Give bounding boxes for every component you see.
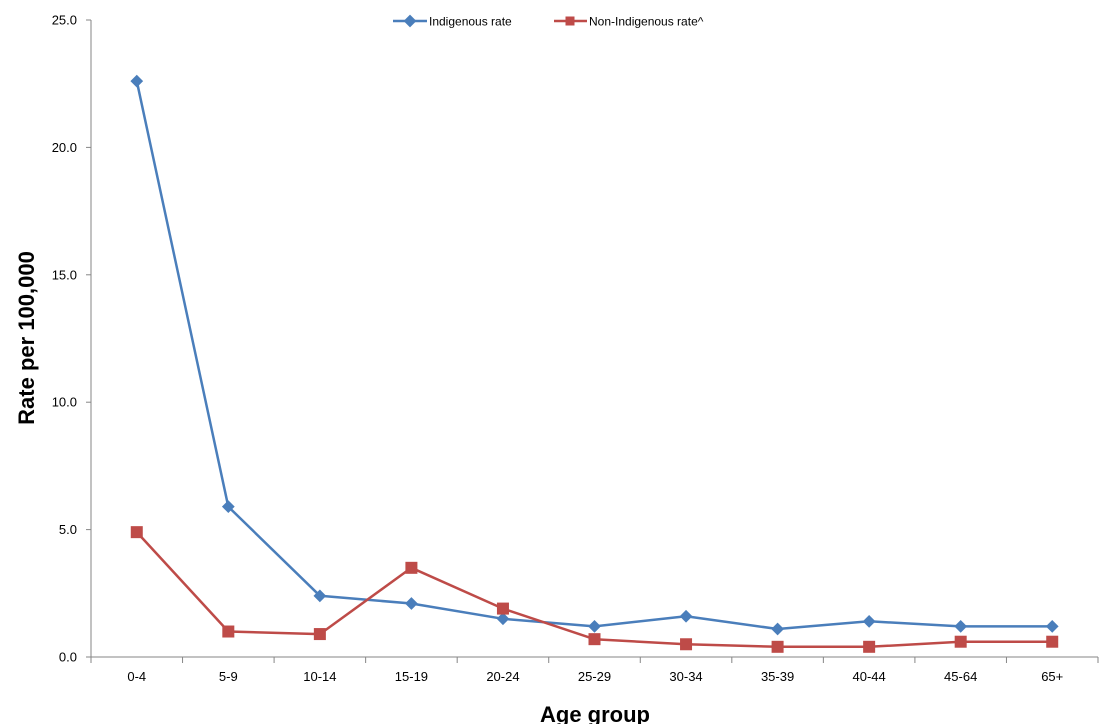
data-point-indigenous: [130, 74, 144, 88]
y-axis-title: Rate per 100,000: [14, 251, 39, 425]
x-axis-title: Age group: [540, 702, 650, 724]
y-axis: 0.0 5.0 10.0 15.0 20.0 25.0: [52, 13, 92, 665]
data-point-indigenous: [771, 622, 784, 636]
x-tick-label: 15-19: [395, 669, 428, 684]
series-line-indigenous: [135, 80, 1053, 631]
legend: Indigenous rate Non-Indigenous rate^: [393, 15, 704, 29]
y-tick-label: 5.0: [59, 522, 77, 537]
data-point-non-indigenous: [130, 526, 143, 539]
x-axis: 0-4 5-9 10-14 15-19 20-24 25-29 30-34 35-39 40-4…: [90, 656, 1099, 684]
x-tick-label: 35-39: [761, 669, 794, 684]
y-tick-label: 10.0: [52, 395, 77, 410]
legend-marker-indigenous: [403, 14, 417, 28]
data-point-indigenous: [954, 620, 968, 633]
data-point-indigenous: [679, 609, 693, 623]
y-tick-label: 0.0: [59, 650, 77, 665]
legend-item-indigenous: Indigenous rate: [393, 15, 512, 29]
y-tick-label: 20.0: [52, 140, 77, 155]
data-point-non-indigenous: [313, 628, 326, 641]
data-point-non-indigenous: [405, 561, 418, 574]
data-point-non-indigenous: [771, 640, 784, 653]
data-point-indigenous: [588, 620, 601, 633]
x-tick-label: 0-4: [127, 669, 146, 684]
x-tick-label: 5-9: [219, 669, 238, 684]
data-point-indigenous: [862, 614, 876, 628]
legend-label-indigenous: Indigenous rate: [429, 15, 512, 29]
data-point-indigenous: [405, 597, 418, 610]
data-point-non-indigenous: [496, 602, 509, 615]
data-point-indigenous: [221, 500, 235, 514]
y-tick-label: 15.0: [52, 267, 77, 282]
data-point-non-indigenous: [954, 635, 967, 648]
legend-item-non-indigenous: Non-Indigenous rate^: [554, 15, 704, 29]
x-tick-label: 45-64: [944, 669, 977, 684]
x-tick-label: 30-34: [669, 669, 702, 684]
data-point-non-indigenous: [1046, 635, 1059, 648]
series-indigenous: [130, 74, 1059, 636]
legend-label-non-indigenous: Non-Indigenous rate^: [589, 15, 704, 29]
data-point-indigenous: [1045, 620, 1059, 633]
x-tick-label: 65+: [1041, 669, 1063, 684]
y-tick-label: 25.0: [52, 13, 77, 28]
data-point-non-indigenous: [680, 638, 693, 651]
data-point-non-indigenous: [222, 625, 235, 638]
data-point-non-indigenous: [588, 633, 601, 646]
legend-marker-non-indigenous: [565, 16, 575, 26]
x-tick-label: 40-44: [853, 669, 886, 684]
data-point-non-indigenous: [863, 640, 876, 653]
series-plot: [130, 74, 1059, 653]
series-non-indigenous: [130, 526, 1059, 653]
x-tick-label: 20-24: [486, 669, 519, 684]
x-tick-label: 10-14: [303, 669, 336, 684]
x-tick-label: 25-29: [578, 669, 611, 684]
